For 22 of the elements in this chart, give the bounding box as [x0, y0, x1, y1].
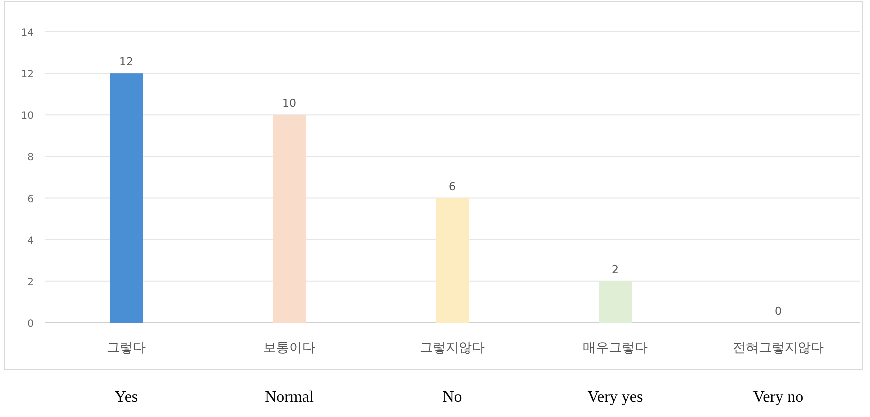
category-label: 보통이다 Normal [264, 340, 316, 406]
category-label: 전혀그렇지않다 Very no [733, 340, 824, 406]
bar [273, 115, 306, 323]
data-label: 0 [775, 305, 782, 318]
data-label: 6 [449, 180, 456, 194]
y-tick-label: 0 [28, 319, 34, 330]
data-label: 10 [282, 97, 296, 110]
y-tick-label: 12 [21, 70, 34, 81]
y-tick-label: 6 [28, 194, 34, 206]
y-tick-label: 14 [21, 28, 34, 39]
category-label: 그렇다 Yes [107, 340, 146, 406]
bar [110, 74, 143, 323]
bar [436, 198, 469, 323]
data-label: 2 [612, 263, 619, 276]
data-label: 12 [120, 56, 134, 69]
y-tick-label: 2 [28, 277, 34, 288]
y-tick-label: 4 [28, 236, 34, 247]
y-tick-label: 10 [21, 111, 34, 122]
y-tick-label: 8 [28, 152, 34, 164]
category-label: 매우그렇다 Very yes [583, 340, 648, 406]
category-label: 그렇지않다 No [420, 340, 485, 406]
bar [599, 281, 632, 323]
